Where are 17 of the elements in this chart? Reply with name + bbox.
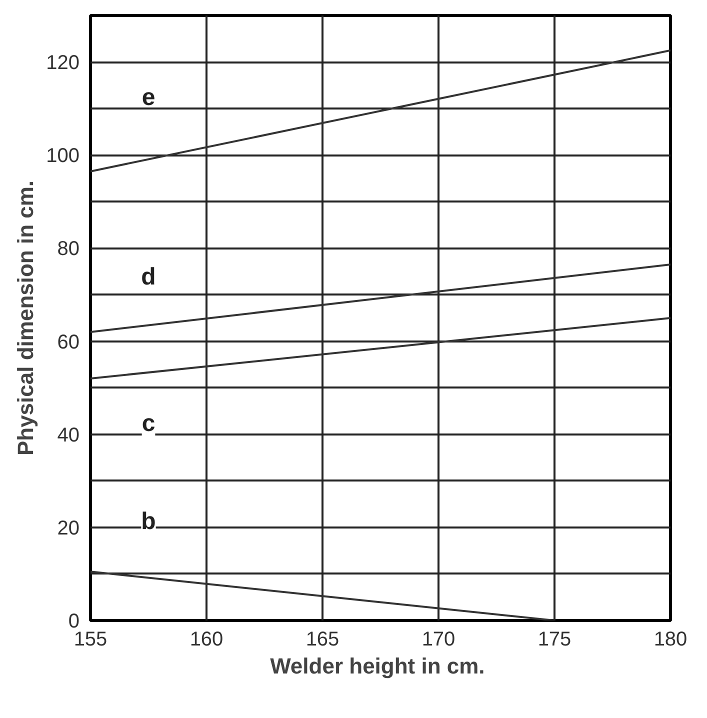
y-tick-label: 120 <box>46 52 80 74</box>
y-tick-label: 100 <box>46 145 80 168</box>
y-tick-label: 80 <box>57 238 80 260</box>
y-tick-label: 60 <box>57 331 80 354</box>
x-tick-label: 175 <box>538 628 572 650</box>
y-tick-label: 40 <box>57 424 80 446</box>
x-tick-label: 170 <box>422 628 456 650</box>
x-tick-label: 180 <box>654 628 688 650</box>
y-tick-label: 20 <box>57 517 80 540</box>
annotation: c <box>142 410 156 437</box>
annotation: b <box>141 508 156 536</box>
y-axis-title: Physical dimension in cm. <box>13 180 38 456</box>
annotation: e <box>142 84 156 111</box>
x-axis-title: Welder height in cm. <box>270 654 485 678</box>
annotation: d <box>141 263 156 290</box>
x-tick-label: 165 <box>306 628 340 650</box>
x-tick-label: 160 <box>190 628 224 650</box>
